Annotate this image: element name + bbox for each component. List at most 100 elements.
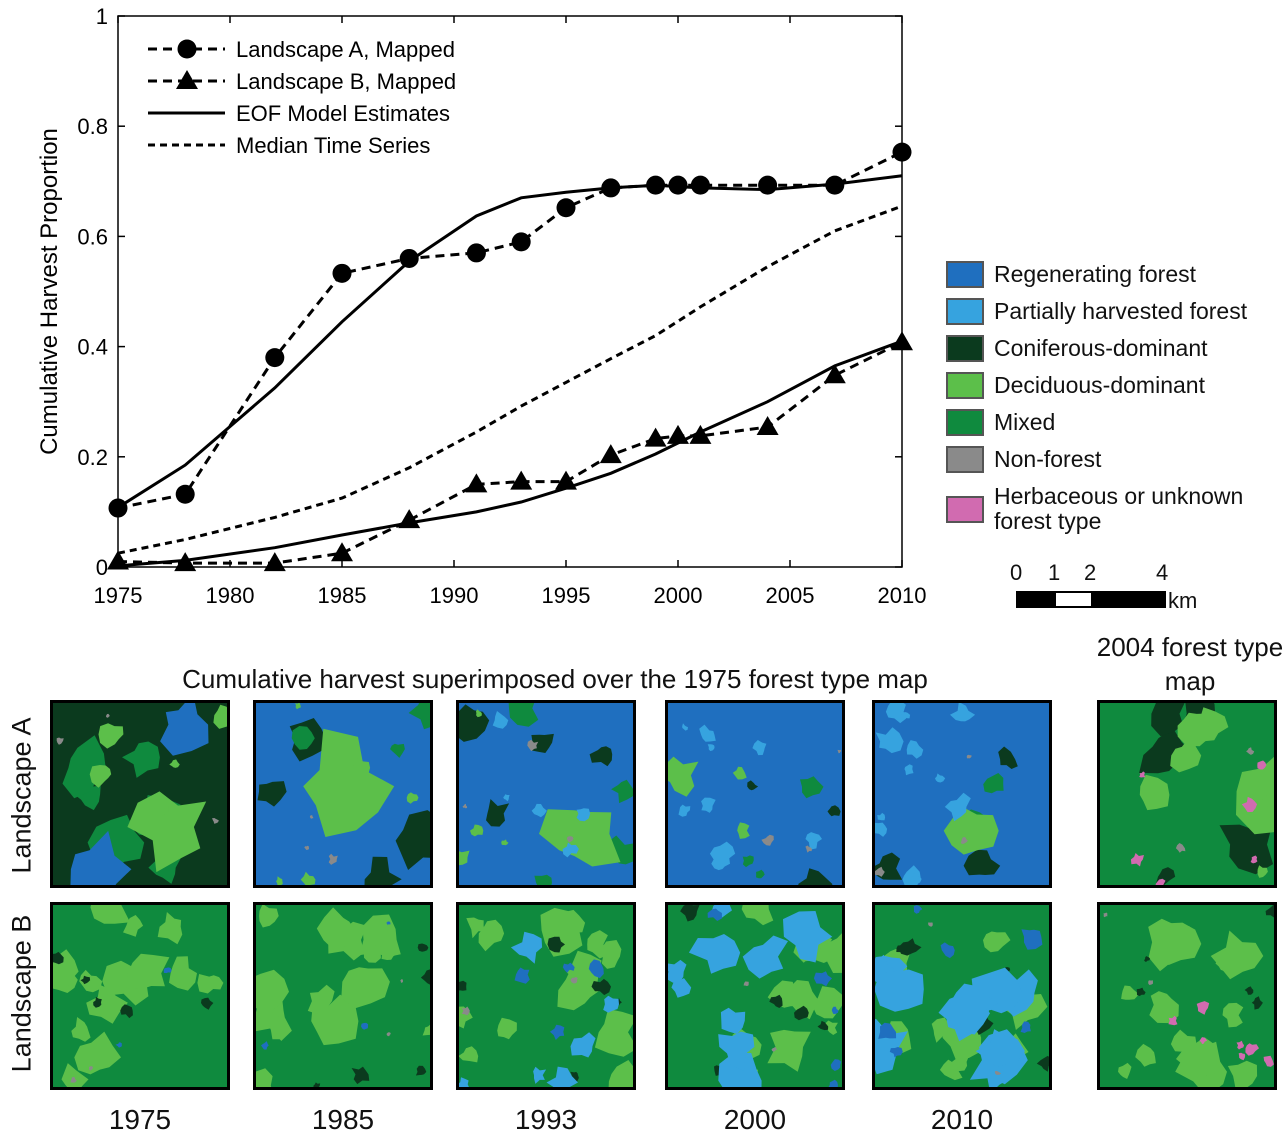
map-patch (1219, 824, 1274, 875)
map-patch (837, 749, 842, 754)
y-tick-label: 0 (96, 555, 108, 580)
map-patch (122, 741, 160, 778)
map-patch (328, 853, 338, 865)
map-patch (1121, 985, 1140, 1000)
map-patch (780, 980, 818, 1020)
map-patch (74, 1031, 121, 1075)
map-patch (699, 724, 716, 742)
map-patch (256, 969, 289, 1011)
map-patch (928, 922, 933, 927)
map-legend-swatch (946, 446, 984, 473)
map-patch (546, 1066, 578, 1087)
map-patch (576, 808, 591, 822)
data-point-triangle (689, 424, 712, 444)
x-tick-label: 1985 (318, 583, 367, 608)
x-tick-label: 1980 (206, 583, 255, 608)
map-patch (944, 792, 971, 822)
map-landscape-b-1985 (253, 902, 433, 1090)
map-patch (1020, 1021, 1031, 1033)
map-patch (386, 921, 391, 926)
map-patch (742, 935, 788, 979)
map-landscape-a-1985 (253, 700, 433, 888)
map-patch (169, 759, 180, 768)
map-patch (169, 956, 197, 991)
map-patch (830, 1059, 842, 1071)
y-tick-label: 1 (96, 4, 108, 29)
map-patch (1236, 756, 1274, 835)
map-patch (875, 969, 924, 1012)
scale-bar-graphic (1016, 591, 1166, 608)
map-patch (557, 965, 601, 1011)
map-patch (395, 810, 430, 870)
map-patch (486, 799, 510, 827)
map-patch (508, 703, 539, 727)
map-patch (1155, 878, 1166, 885)
data-point-circle (332, 263, 352, 283)
map-patch (720, 1007, 746, 1034)
map-patch (80, 975, 91, 985)
map-legend-item: Mixed (946, 404, 1247, 441)
scale-unit: km (1168, 588, 1198, 613)
map-patch (501, 839, 509, 846)
map-patch (688, 934, 741, 974)
map-patch (492, 711, 509, 729)
map-raster (668, 905, 842, 1087)
legend-label: EOF Model Estimates (236, 101, 450, 126)
map-patch (875, 866, 885, 877)
forest-2004-title: 2004 forest type map (1096, 632, 1284, 696)
map-patch (994, 1071, 1001, 1075)
map-patch (909, 872, 922, 885)
row-label-landscape-a: Landscape A (6, 717, 37, 874)
scale-tick: 0 (1010, 560, 1023, 585)
map-patch (127, 791, 207, 873)
map-patch (1148, 980, 1153, 985)
y-axis-label: Cumulative Harvest Proportion (36, 128, 63, 455)
map-patch (53, 951, 64, 965)
map-patch (386, 1032, 391, 1037)
map-patch (875, 822, 888, 837)
map-patch (422, 1024, 430, 1036)
map-patch (163, 967, 172, 974)
map-patch (1199, 1037, 1207, 1045)
map-patch (459, 1046, 479, 1063)
map-patch (307, 984, 335, 1014)
chart-legend: Landscape A, Mapped Landscape B, Mapped EO… (148, 37, 456, 158)
map-patch (201, 997, 214, 1010)
map-patch (470, 824, 484, 837)
map-patch (904, 764, 914, 776)
map-legend-label: Coniferous-dominant (994, 335, 1208, 361)
series-line (117, 204, 903, 555)
map-patch (1257, 865, 1268, 878)
map-patch (363, 944, 381, 963)
series-line (117, 150, 903, 510)
map-patch (913, 905, 923, 914)
map-patch (1222, 1002, 1244, 1028)
map-legend-label: Deciduous-dominant (994, 372, 1205, 398)
year-label-2010: 2010 (930, 1104, 994, 1135)
map-patch (682, 723, 688, 731)
map-patch (1164, 925, 1190, 950)
map-patch (547, 936, 565, 953)
map-patch (878, 1022, 897, 1039)
map-patch (148, 795, 169, 816)
map-patch (966, 754, 972, 759)
data-point-circle (265, 348, 285, 368)
x-tick-label: 1975 (94, 583, 143, 608)
map-landscape-a-1993 (456, 700, 636, 888)
map-raster (53, 703, 227, 885)
map-patch (1244, 986, 1254, 995)
map-patch (459, 1077, 469, 1087)
map-legend-label: Herbaceous or unknown forest type (994, 483, 1244, 534)
map-patch (71, 1017, 91, 1042)
data-point-triangle (263, 552, 286, 572)
chart-series (107, 142, 913, 572)
map-landscape-a-2010 (872, 700, 1052, 888)
map-patch (1021, 929, 1043, 950)
map-patch (898, 938, 922, 956)
map-patch (671, 978, 692, 998)
data-point-circle (892, 142, 912, 162)
map-patch (732, 766, 747, 780)
y-tick-label: 0.4 (77, 335, 108, 360)
map-patch (983, 931, 1011, 953)
map-patch (906, 740, 924, 759)
